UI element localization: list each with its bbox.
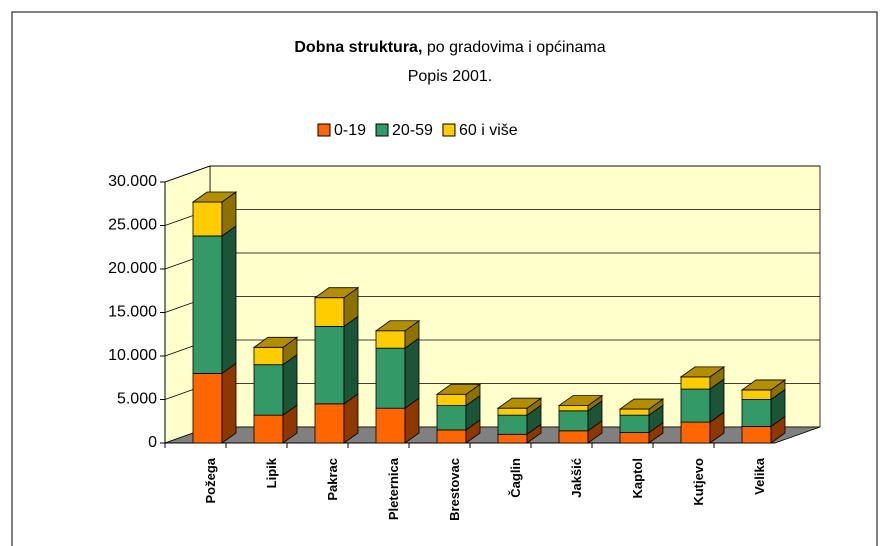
title-rest: po gradovima i općinama — [427, 39, 606, 56]
bar-top — [191, 191, 238, 203]
bar-top — [618, 398, 665, 410]
legend-label: 0-19 — [334, 122, 366, 139]
bar-segment — [314, 315, 359, 405]
bar-front — [497, 414, 528, 435]
x-tick-label: Lipik — [264, 457, 279, 488]
x-tick-label: Požega — [203, 457, 218, 503]
title-bold: Dobna struktura, — [294, 39, 422, 56]
bar-front — [375, 407, 406, 444]
x-tick-label: Pleternica — [386, 457, 401, 520]
bar-segment — [436, 419, 481, 444]
bar-front — [558, 410, 589, 432]
bar-front — [253, 346, 284, 366]
bar-front — [314, 403, 345, 444]
bar-segment — [618, 398, 665, 416]
bar-front — [436, 393, 467, 406]
bar-top — [374, 320, 421, 332]
bar-top — [496, 397, 543, 409]
bar-front — [680, 388, 711, 423]
y-tick-label: 15.000 — [108, 304, 157, 321]
bar-front — [375, 330, 406, 349]
x-tick-label: Velika — [752, 457, 767, 495]
bar-front — [558, 430, 589, 444]
bar-top — [313, 287, 360, 299]
x-tick-label: Kaptol — [630, 458, 645, 498]
x-tick-label: Jakšić — [569, 458, 584, 498]
bar-front — [192, 372, 223, 444]
bar-side — [343, 315, 359, 405]
bar-front — [314, 297, 345, 327]
bar-segment — [253, 404, 298, 444]
bar-front — [741, 426, 772, 444]
bar-segment — [191, 191, 238, 237]
bar-side — [404, 337, 420, 409]
chart-subtitle: Popis 2001. — [408, 68, 493, 85]
legend-label: 20-59 — [392, 122, 433, 139]
y-tick-label: 30.000 — [108, 173, 157, 190]
bar-front — [192, 201, 223, 237]
bar-side — [282, 353, 298, 416]
bar-top — [679, 366, 726, 378]
y-tick-label: 0 — [148, 434, 157, 451]
bar-front — [558, 405, 589, 412]
bar-segment — [679, 366, 726, 390]
legend-swatch — [317, 123, 331, 137]
bar-segment — [557, 394, 604, 412]
bar-front — [619, 408, 650, 416]
bar-top — [740, 379, 787, 391]
bar-segment — [252, 336, 299, 366]
x-tick-label: Pakrac — [325, 458, 340, 501]
y-tick-label: 10.000 — [108, 347, 157, 364]
grid-line — [164, 165, 820, 183]
bar-front — [375, 347, 406, 409]
x-tick-label: Kutjevo — [691, 458, 706, 506]
bar-segment — [253, 353, 298, 416]
bar-front — [436, 429, 467, 444]
bar-front — [741, 399, 772, 427]
bar-segment — [192, 362, 237, 444]
legend-swatch — [375, 123, 389, 137]
bar-segment — [313, 286, 360, 328]
bar-front — [619, 432, 650, 444]
bar-segment — [375, 337, 420, 409]
bar-segment — [436, 394, 481, 431]
bar-segment — [374, 319, 421, 349]
bar-top — [252, 336, 299, 348]
bar-segment — [435, 383, 482, 407]
bar-front — [192, 235, 223, 374]
bar-front — [497, 407, 528, 416]
bar-front — [253, 364, 284, 416]
bar-segment — [740, 379, 787, 401]
y-tick-label: 25.000 — [108, 217, 157, 234]
legend-label: 60 i više — [459, 122, 518, 139]
bar-front — [680, 376, 711, 390]
legend-swatch — [442, 123, 456, 137]
bar-front — [436, 405, 467, 431]
bar-top — [557, 395, 604, 406]
y-tick-label: 20.000 — [108, 260, 157, 277]
bar-front — [314, 326, 345, 405]
bar-front — [680, 421, 711, 444]
bar-side — [221, 362, 237, 444]
bar-front — [497, 433, 528, 444]
bar-segment — [375, 397, 420, 444]
bar-front — [619, 414, 650, 433]
bar-segment — [497, 404, 542, 436]
bar-side — [221, 225, 237, 375]
bar-segment — [680, 378, 725, 423]
y-tick-label: 5.000 — [117, 391, 157, 408]
x-tick-label: Brestovac — [447, 458, 462, 521]
bar-front — [253, 414, 284, 444]
chart-border — [11, 11, 878, 546]
bar-segment — [192, 225, 237, 375]
bar-segment — [496, 397, 543, 416]
bar-top — [435, 383, 482, 395]
bar-front — [741, 389, 772, 400]
chart-title: Dobna struktura, po gradovima i općinama — [294, 39, 605, 56]
x-tick-label: Čaglin — [508, 458, 523, 498]
bar-segment — [741, 388, 786, 428]
